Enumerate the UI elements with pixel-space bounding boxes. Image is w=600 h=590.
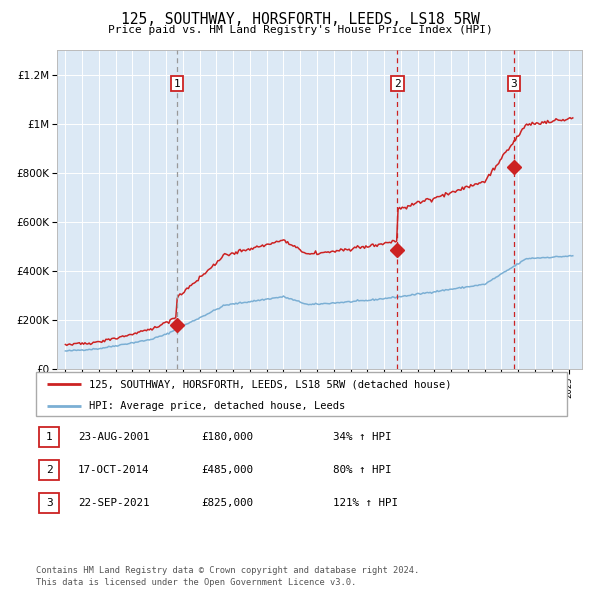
FancyBboxPatch shape [39, 493, 59, 513]
Text: 2: 2 [394, 78, 401, 88]
Text: 1: 1 [173, 78, 180, 88]
Text: 1: 1 [46, 432, 53, 441]
Text: £485,000: £485,000 [201, 466, 253, 475]
Text: £825,000: £825,000 [201, 498, 253, 507]
Text: HPI: Average price, detached house, Leeds: HPI: Average price, detached house, Leed… [89, 401, 346, 411]
Text: 22-SEP-2021: 22-SEP-2021 [78, 498, 149, 507]
Text: 23-AUG-2001: 23-AUG-2001 [78, 432, 149, 441]
Text: 80% ↑ HPI: 80% ↑ HPI [333, 466, 392, 475]
FancyBboxPatch shape [39, 427, 59, 447]
Text: 121% ↑ HPI: 121% ↑ HPI [333, 498, 398, 507]
Text: 17-OCT-2014: 17-OCT-2014 [78, 466, 149, 475]
Text: 3: 3 [46, 498, 53, 507]
FancyBboxPatch shape [36, 372, 567, 416]
Text: 125, SOUTHWAY, HORSFORTH, LEEDS, LS18 5RW: 125, SOUTHWAY, HORSFORTH, LEEDS, LS18 5R… [121, 12, 479, 27]
Text: £180,000: £180,000 [201, 432, 253, 441]
Text: 2: 2 [46, 466, 53, 475]
Text: Price paid vs. HM Land Registry's House Price Index (HPI): Price paid vs. HM Land Registry's House … [107, 25, 493, 35]
Text: 34% ↑ HPI: 34% ↑ HPI [333, 432, 392, 441]
Text: Contains HM Land Registry data © Crown copyright and database right 2024.
This d: Contains HM Land Registry data © Crown c… [36, 566, 419, 587]
FancyBboxPatch shape [39, 460, 59, 480]
Text: 125, SOUTHWAY, HORSFORTH, LEEDS, LS18 5RW (detached house): 125, SOUTHWAY, HORSFORTH, LEEDS, LS18 5R… [89, 379, 452, 389]
Text: 3: 3 [511, 78, 517, 88]
